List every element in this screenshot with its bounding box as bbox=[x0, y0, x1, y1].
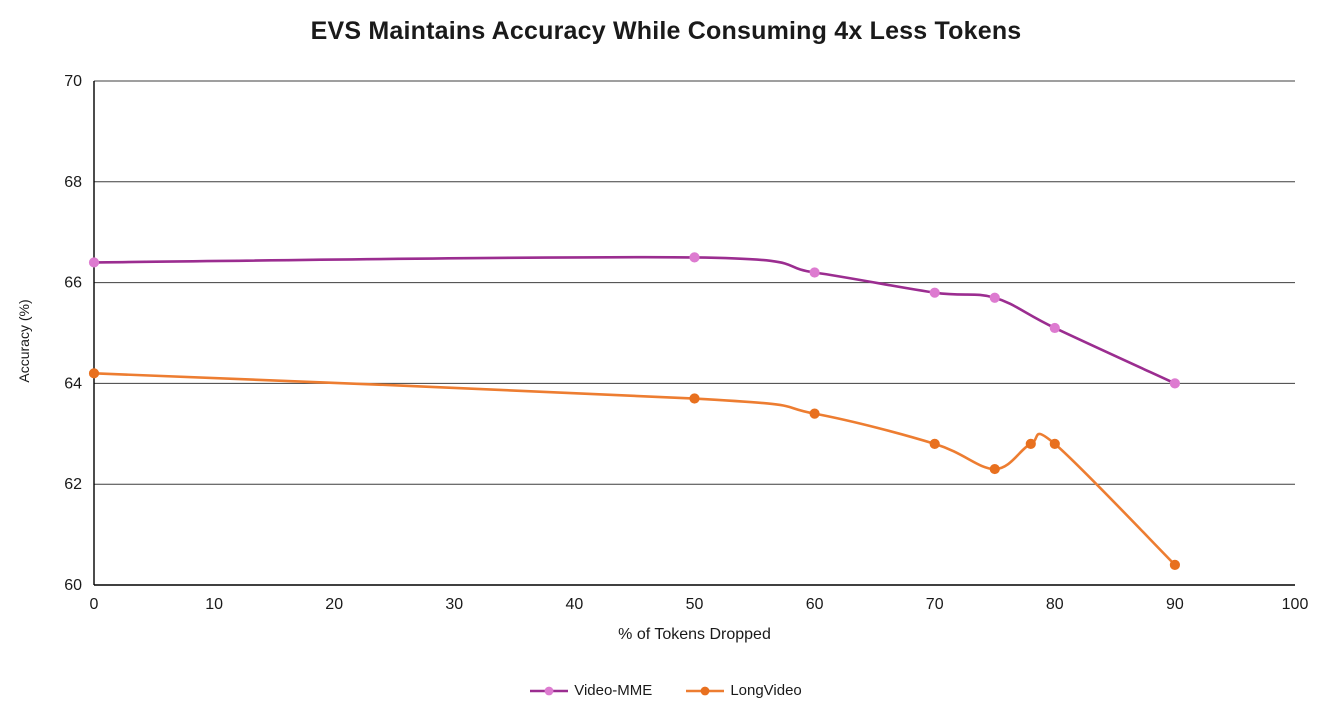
x-tick-label: 40 bbox=[566, 596, 584, 613]
x-tick-label: 30 bbox=[445, 596, 463, 613]
legend-label-video-mme: Video-MME bbox=[574, 682, 653, 699]
data-point-marker-longvideo bbox=[809, 408, 820, 419]
y-tick-label: 64 bbox=[64, 375, 82, 392]
x-tick-label: 0 bbox=[90, 596, 99, 613]
x-tick-label: 50 bbox=[686, 596, 704, 613]
x-tick-label: 70 bbox=[926, 596, 944, 613]
y-tick-label: 62 bbox=[64, 476, 82, 493]
x-tick-label: 80 bbox=[1046, 596, 1064, 613]
x-axis-title: % of Tokens Dropped bbox=[618, 626, 771, 643]
data-point-marker-longvideo bbox=[1025, 438, 1036, 449]
data-point-marker-longvideo bbox=[88, 368, 100, 379]
data-point-marker-video-mme bbox=[1169, 378, 1181, 389]
y-tick-label: 66 bbox=[64, 275, 82, 292]
data-point-marker-video-mme bbox=[929, 287, 940, 298]
data-point-marker-video-mme bbox=[809, 267, 820, 278]
data-point-marker-video-mme bbox=[1049, 322, 1060, 334]
legend-item-video-mme: Video-MME bbox=[530, 682, 652, 699]
series-line-video-mme bbox=[92, 255, 1177, 385]
data-point-marker-longvideo bbox=[1169, 559, 1181, 570]
x-tick-label: 20 bbox=[325, 596, 343, 613]
x-tick-label: 100 bbox=[1282, 596, 1309, 613]
x-tick-label: 90 bbox=[1166, 596, 1184, 613]
data-point-marker-longvideo bbox=[689, 393, 700, 404]
x-tick-label: 60 bbox=[806, 596, 824, 613]
y-tick-label: 68 bbox=[64, 174, 82, 191]
data-point-marker-video-mme bbox=[989, 292, 1000, 303]
x-tick-label: 10 bbox=[205, 596, 223, 613]
legend: Video-MME LongVideo bbox=[0, 682, 1332, 699]
data-point-marker-video-mme bbox=[88, 257, 100, 268]
legend-item-longvideo: LongVideo bbox=[686, 682, 802, 699]
y-axis-title: Accuracy (%) bbox=[16, 299, 32, 383]
legend-marker bbox=[544, 686, 554, 695]
legend-swatch-longvideo bbox=[686, 686, 725, 695]
data-point-marker-longvideo bbox=[929, 438, 940, 449]
data-point-marker-longvideo bbox=[1049, 438, 1060, 449]
legend-swatch-video-mme bbox=[530, 686, 569, 695]
legend-marker bbox=[700, 686, 710, 695]
series-line-longvideo bbox=[92, 372, 1177, 567]
chart-title: EVS Maintains Accuracy While Consuming 4… bbox=[310, 17, 1022, 45]
data-point-marker-video-mme bbox=[689, 252, 700, 263]
data-point-marker-longvideo bbox=[989, 463, 1000, 475]
y-tick-label: 60 bbox=[64, 577, 82, 594]
legend-label-longvideo: LongVideo bbox=[730, 682, 802, 699]
y-tick-label: 70 bbox=[64, 73, 82, 90]
